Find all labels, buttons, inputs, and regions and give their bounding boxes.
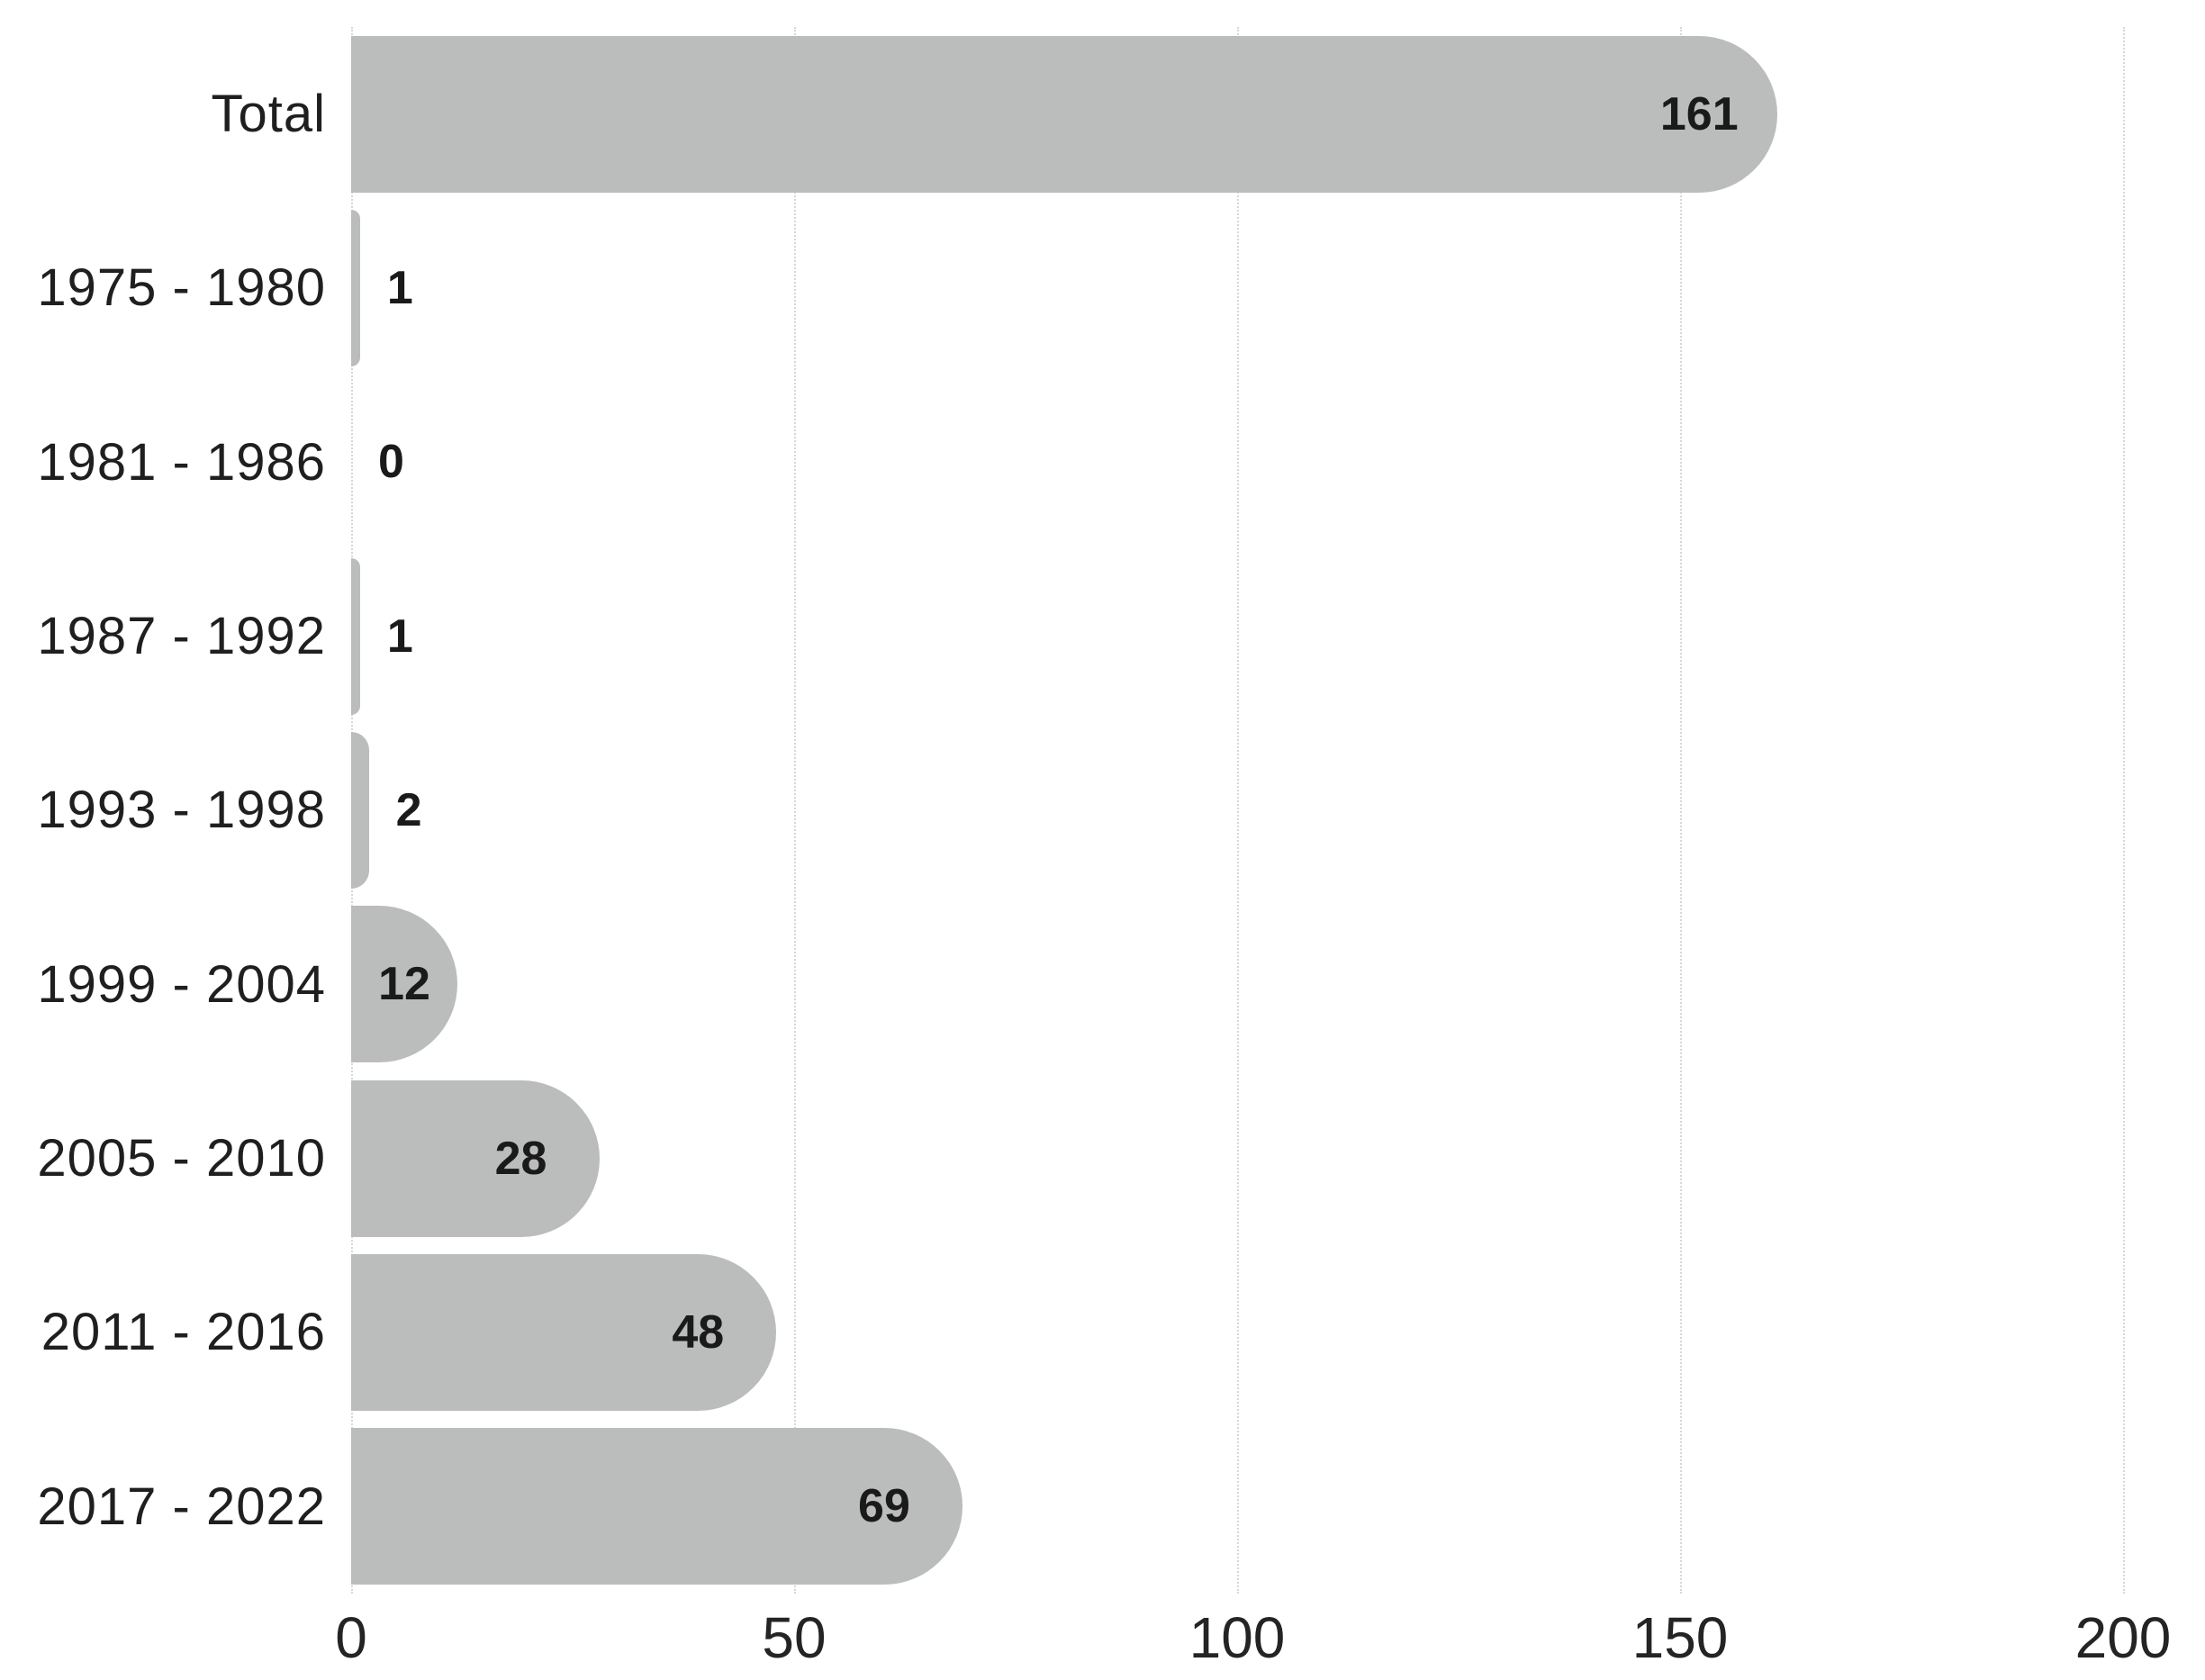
plot-area: 161 1 0 1 2 12 28 48 69 bbox=[351, 27, 2125, 1594]
x-tick-label: 100 bbox=[1188, 1605, 1286, 1670]
bar bbox=[351, 35, 1778, 193]
gridline bbox=[1237, 27, 1239, 1594]
value-label: 48 bbox=[672, 1305, 725, 1359]
x-tick-label: 0 bbox=[335, 1605, 367, 1670]
bar bbox=[351, 1428, 962, 1585]
category-label: 1981 - 1986 bbox=[37, 432, 326, 492]
bar-rows: 161 1 0 1 2 12 28 48 69 bbox=[351, 27, 2123, 1594]
x-tick-label: 150 bbox=[1631, 1605, 1729, 1670]
x-axis: 0 50 100 150 200 bbox=[335, 1595, 2171, 1680]
category-label: 1999 - 2004 bbox=[37, 954, 326, 1014]
bar-row: 12 bbox=[351, 898, 2123, 1071]
gridline bbox=[2123, 27, 2125, 1594]
bar-row: 28 bbox=[351, 1071, 2123, 1245]
bar bbox=[351, 1079, 600, 1237]
category-label: 1975 - 1980 bbox=[37, 258, 326, 318]
bar bbox=[351, 1253, 777, 1411]
bar bbox=[351, 209, 360, 366]
value-label: 1 bbox=[386, 610, 413, 663]
value-label: 1 bbox=[386, 261, 413, 314]
bar-row: 0 bbox=[351, 375, 2123, 549]
bar-row: 69 bbox=[351, 1420, 2123, 1594]
value-label: 0 bbox=[378, 436, 404, 489]
category-label: 2005 - 2010 bbox=[37, 1129, 326, 1188]
category-label: 2017 - 2022 bbox=[37, 1477, 326, 1536]
category-label: 2011 - 2016 bbox=[41, 1303, 326, 1362]
x-tick-label: 200 bbox=[2074, 1605, 2172, 1670]
category-label: 1993 - 1998 bbox=[37, 781, 326, 840]
value-label: 12 bbox=[378, 958, 430, 1011]
value-label: 69 bbox=[858, 1480, 910, 1533]
bar-row: 161 bbox=[351, 27, 2123, 201]
bar bbox=[351, 557, 360, 715]
gridline bbox=[794, 27, 796, 1594]
value-label: 161 bbox=[1659, 87, 1739, 140]
bar-row: 2 bbox=[351, 723, 2123, 897]
value-label: 2 bbox=[395, 783, 422, 836]
x-tick-label: 50 bbox=[762, 1605, 827, 1670]
value-label: 28 bbox=[494, 1132, 547, 1185]
category-label: Total bbox=[211, 85, 326, 144]
gridline bbox=[1680, 27, 1682, 1594]
y-axis-category-labels: Total 1975 - 1980 1981 - 1986 1987 - 1992 19… bbox=[0, 27, 326, 1594]
bar-row: 1 bbox=[351, 201, 2123, 375]
category-label: 1987 - 1992 bbox=[37, 607, 326, 666]
bar-row: 48 bbox=[351, 1245, 2123, 1419]
bar-row: 1 bbox=[351, 549, 2123, 723]
bar bbox=[351, 731, 369, 889]
